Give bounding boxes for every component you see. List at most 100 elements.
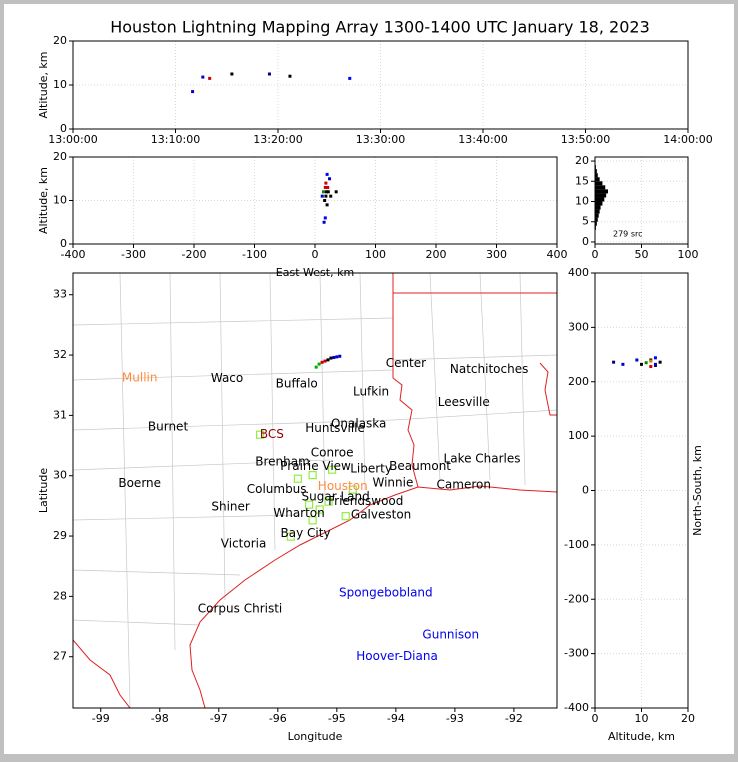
y-axis-label: North-South, km [691,445,704,536]
y-tick-label: 100 [568,429,589,442]
source-point [649,359,653,363]
city-label: Huntsville [305,421,365,435]
chart-title: Houston Lightning Mapping Array 1300-140… [110,18,650,37]
source-point [348,76,352,80]
x-tick-label: -400 [61,248,86,261]
source-point [328,177,332,181]
city-label: Sugar Land [302,489,370,503]
source-point [644,361,648,365]
city-label: Lufkin [353,384,389,398]
city-label: Bay City [281,526,331,540]
station [308,516,317,525]
city-label: Columbus [247,482,307,496]
source-point [325,172,329,176]
city-label: Onalaska [331,416,386,430]
y-tick-label: 200 [568,375,589,388]
source-point [208,76,212,80]
y-tick-label: 29 [53,529,67,542]
histogram-bar [595,201,603,206]
y-axis-label: Altitude, km [37,51,50,118]
histogram-bar [595,177,600,182]
source-point [326,190,330,194]
histogram-bar [595,217,598,222]
y-tick-label: 33 [53,288,67,301]
x-tick-label: 13:40:00 [458,133,507,146]
source-point [649,365,653,369]
x-tick-label: 300 [486,248,507,261]
x-tick-label: 200 [426,248,447,261]
histogram-bar [595,205,601,210]
state-borders [392,273,557,488]
source-point [612,360,616,364]
source-point [321,190,325,194]
x-tick-label: 100 [678,248,699,261]
city-label: Beaumont [389,459,451,473]
plot-frame [72,272,558,709]
x-tick-label: -93 [446,712,464,725]
x-tick-label: 13:10:00 [151,133,200,146]
source-point [653,356,657,360]
city-label: Houston [318,479,368,493]
source-point [322,220,326,224]
city-label: Waco [211,371,243,385]
source-point [230,72,234,76]
station [315,505,324,514]
city-label: Hoover-Diana [356,649,438,663]
y-tick-label: 20 [575,154,589,167]
station [308,471,317,480]
source-point [334,190,338,194]
histogram-bar [595,165,596,170]
city-label: Center [386,356,426,370]
source-point [201,75,205,79]
station [304,500,314,509]
x-tick-label: 14:00:00 [663,133,712,146]
histogram-bar [595,189,609,194]
histogram-bar [595,225,596,230]
source-point [635,358,639,362]
x-tick-label: -94 [387,712,405,725]
city-label: BCS [260,427,284,441]
x-axis-label: Altitude, km [608,730,675,743]
y-tick-label: -200 [564,592,589,605]
city-label: Wharton [273,506,324,520]
x-tick-label: -97 [210,712,228,725]
source-point [324,190,328,194]
y-tick-label: 10 [575,195,589,208]
map-geography [73,273,557,708]
city-label: Friendswood [328,494,403,508]
x-tick-label: 13:50:00 [561,133,610,146]
y-tick-label: 32 [53,348,67,361]
x-tick-label: 400 [547,248,568,261]
city-label: Boerne [118,476,161,490]
y-tick-label: 28 [53,589,67,602]
source-point [326,185,330,189]
histogram-bar [595,193,607,198]
annotation: 279 src [613,230,643,239]
y-tick-label: 300 [568,320,589,333]
x-tick-label: -300 [121,248,146,261]
x-tick-label: -100 [242,248,267,261]
x-tick-label: -98 [151,712,169,725]
city-label: Liberty [350,462,392,476]
source-point [323,199,327,202]
histogram-bar [595,213,599,218]
source-point [288,74,292,78]
y-tick-label: 15 [575,174,589,187]
source-point [621,362,625,366]
plot-frame [72,40,689,130]
city-label: Corpus Christi [198,602,283,616]
source-point [325,203,329,207]
x-tick-label: 13:20:00 [253,133,302,146]
plot-frame [72,156,558,245]
station [341,512,350,521]
station [328,465,337,474]
y-tick-label: -100 [564,538,589,551]
station [348,485,357,494]
x-axis-label: Longitude [288,730,343,743]
x-tick-label: -92 [505,712,523,725]
city-label: Cameron [437,477,491,491]
source-point [323,185,327,189]
x-tick-label: -95 [328,712,346,725]
x-tick-label: -200 [182,248,207,261]
city-label: Lake Charles [444,451,521,465]
